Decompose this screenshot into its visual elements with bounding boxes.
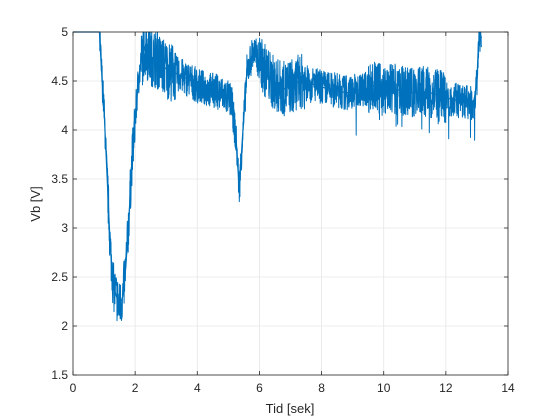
axis-ticks (72, 31, 509, 376)
x-tick-label: 0 (70, 381, 77, 395)
y-axis-label: Vb [V] (28, 186, 43, 221)
x-tick-label: 10 (377, 381, 391, 395)
x-tick-label: 14 (501, 381, 515, 395)
x-tick-label: 2 (132, 381, 139, 395)
y-tick-label: 4 (61, 123, 68, 137)
y-tick-label: 2 (61, 319, 68, 333)
y-tick-label: 2.5 (51, 270, 68, 284)
signal-noise-line (72, 31, 482, 322)
x-tick-label: 6 (256, 381, 263, 395)
y-tick-label: 4.5 (51, 74, 68, 88)
y-tick-labels: 1.5 2 2.5 3 3.5 4 4.5 5 (51, 25, 68, 382)
y-tick-label: 3 (61, 221, 68, 235)
axes-box (72, 31, 509, 376)
signal-trend-line (73, 31, 483, 307)
y-tick-label: 1.5 (51, 368, 68, 382)
x-tick-labels: 0 2 4 6 8 10 12 14 (70, 381, 515, 395)
y-tick-label: 3.5 (51, 172, 68, 186)
x-tick-label: 8 (318, 381, 325, 395)
x-tick-label: 12 (439, 381, 453, 395)
x-axis-label: Tid [sek] (266, 401, 315, 416)
y-tick-label: 5 (61, 25, 68, 39)
x-tick-label: 4 (194, 381, 201, 395)
